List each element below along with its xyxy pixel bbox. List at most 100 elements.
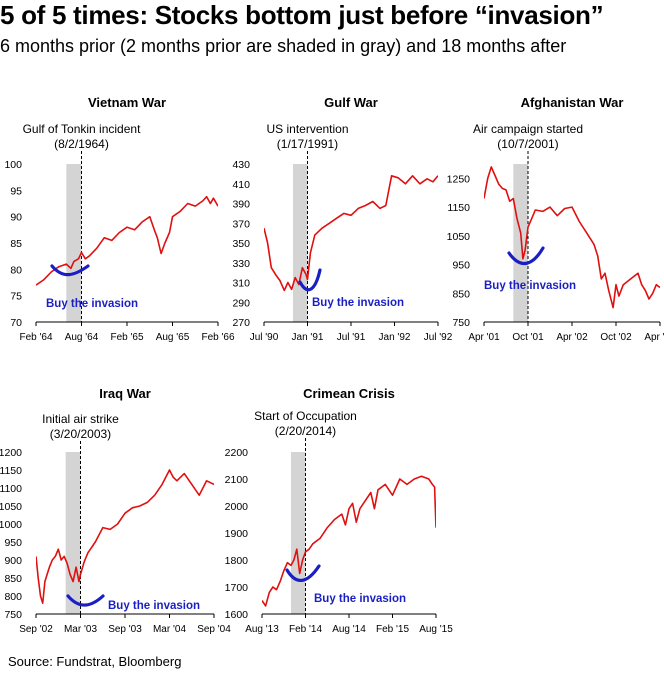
- charts-canvas: Vietnam War Gulf of Tonkin incident(8/2/1…: [0, 95, 664, 635]
- chart-5-price-line: [262, 475, 436, 607]
- chart-4-y-tick-label: 850: [4, 573, 22, 585]
- chart-5-event-annotation: Start of Occupation: [254, 409, 357, 423]
- chart-5-x-tick-label: Aug '13: [245, 624, 279, 635]
- chart-1-y-tick-label: 100: [4, 159, 22, 171]
- chart-2-y-tick-label: 430: [232, 159, 250, 171]
- chart-2-x-tick-label: Jan '92: [379, 332, 411, 343]
- chart-2-y-tick-label: 410: [232, 179, 250, 191]
- chart-4-x-tick-label: Sep '04: [197, 624, 231, 635]
- chart-4-y-tick-label: 900: [4, 555, 22, 567]
- chart-5-shade-region: [291, 452, 306, 614]
- chart-4-y-tick-label: 1100: [0, 483, 22, 495]
- chart-1-title: Vietnam War: [88, 95, 166, 110]
- chart-5-y-tick-label: 2000: [225, 501, 249, 513]
- chart-2-event-annotation: US intervention: [266, 122, 348, 136]
- chart-5-x-tick-label: Aug '14: [332, 624, 366, 635]
- chart-4-x-tick-label: Mar '03: [64, 624, 97, 635]
- chart-4-x-tick-label: Mar '04: [153, 624, 186, 635]
- chart-3-y-tick-label: 1050: [447, 231, 471, 243]
- chart-1-x-tick-label: Aug '65: [156, 332, 190, 343]
- chart-1-y-tick-label: 75: [10, 291, 22, 303]
- chart-4-price-line: [36, 469, 214, 605]
- chart-1-event-annotation: Gulf of Tonkin incident: [23, 122, 142, 136]
- chart-2-x-tick-label: Jan '91: [292, 332, 324, 343]
- chart-3-x-tick-label: Oct '02: [600, 332, 632, 343]
- chart-3-x-tick-label: Apr '01: [468, 332, 500, 343]
- chart-5-y-tick-label: 1900: [225, 528, 249, 540]
- chart-1-event-annotation: (8/2/1964): [54, 137, 109, 151]
- page-subtitle: 6 months prior (2 months prior are shade…: [0, 36, 567, 56]
- chart-5-y-tick-label: 2100: [225, 474, 249, 486]
- chart-1-y-tick-label: 80: [10, 264, 22, 276]
- chart-3-x-tick-label: Apr '03: [644, 332, 664, 343]
- chart-2-y-tick-label: 270: [232, 317, 250, 329]
- chart-1-buy-label: Buy the invasion: [46, 298, 138, 310]
- chart-5-x-tick-label: Aug '15: [419, 624, 453, 635]
- chart-4-y-tick-label: 1150: [0, 465, 22, 477]
- chart-4-y-tick-label: 1200: [0, 447, 22, 459]
- chart-4-y-tick-label: 750: [4, 609, 22, 621]
- chart-4-x-tick-label: Sep '02: [19, 624, 53, 635]
- chart-5-y-tick-label: 2200: [225, 447, 249, 459]
- chart-4-buy-marker: [66, 594, 105, 607]
- chart-5-y-tick-label: 1800: [225, 555, 249, 567]
- chart-3-buy-marker: [507, 246, 545, 265]
- chart-3-y-tick-label: 950: [452, 260, 470, 272]
- chart-2-buy-marker: [298, 268, 322, 292]
- chart-5-buy-marker: [285, 564, 321, 582]
- chart-2-buy-label: Buy the invasion: [312, 297, 404, 309]
- chart-2-y-tick-label: 330: [232, 258, 250, 270]
- chart-3-x-tick-label: Apr '02: [556, 332, 588, 343]
- chart-2-y-tick-label: 310: [232, 278, 250, 290]
- chart-3-price-line: [484, 166, 660, 309]
- chart-4-title: Iraq War: [99, 386, 151, 401]
- chart-1-x-tick-label: Feb '66: [201, 332, 234, 343]
- chart-3-x-tick-label: Oct '01: [512, 332, 544, 343]
- chart-4-y-tick-label: 800: [4, 591, 22, 603]
- chart-5-title: Crimean Crisis: [303, 386, 395, 401]
- chart-4-y-tick-label: 1000: [0, 519, 22, 531]
- chart-5-x-tick-label: Feb '15: [376, 624, 409, 635]
- chart-2-x-tick-label: Jul '91: [337, 332, 366, 343]
- chart-2-y-tick-label: 350: [232, 238, 250, 250]
- chart-2-y-tick-label: 370: [232, 218, 250, 230]
- chart-2-y-tick-label: 290: [232, 297, 250, 309]
- chart-2-y-tick-label: 390: [232, 199, 250, 211]
- chart-3-y-tick-label: 750: [452, 317, 470, 329]
- chart-3-buy-label: Buy the invasion: [484, 280, 576, 292]
- chart-3-y-tick-label: 850: [452, 288, 470, 300]
- chart-1-y-tick-label: 90: [10, 212, 22, 224]
- chart-3-shade-region: [513, 164, 528, 322]
- source-note: Source: Fundstrat, Bloomberg: [8, 654, 182, 669]
- chart-1-y-tick-label: 95: [10, 185, 22, 197]
- chart-3-event-annotation: Air campaign started: [473, 122, 583, 136]
- chart-2-price-line: [264, 175, 438, 292]
- chart-3-title: Afghanistan War: [521, 95, 624, 110]
- chart-2-event-annotation: (1/17/1991): [277, 137, 338, 151]
- chart-5-x-tick-label: Feb '14: [289, 624, 322, 635]
- chart-5-buy-label: Buy the invasion: [314, 593, 406, 605]
- chart-1-x-tick-label: Feb '65: [110, 332, 143, 343]
- chart-5-y-tick-label: 1600: [225, 609, 249, 621]
- chart-2-x-tick-label: Jul '92: [424, 332, 453, 343]
- chart-4-y-tick-label: 950: [4, 537, 22, 549]
- chart-3-y-tick-label: 1250: [447, 173, 471, 185]
- chart-1-buy-marker: [50, 264, 90, 277]
- chart-2-title: Gulf War: [324, 95, 378, 110]
- chart-4-shade-region: [65, 452, 81, 614]
- chart-1-y-tick-label: 85: [10, 238, 22, 250]
- chart-4-buy-label: Buy the invasion: [108, 600, 200, 612]
- chart-4-x-tick-label: Sep '03: [108, 624, 142, 635]
- chart-3-y-tick-label: 1150: [447, 202, 470, 214]
- chart-1-x-tick-label: Feb '64: [19, 332, 52, 343]
- chart-2-shade-region: [293, 164, 308, 322]
- chart-1-x-tick-label: Aug '64: [65, 332, 99, 343]
- page-title: 5 of 5 times: Stocks bottom just before …: [0, 0, 604, 30]
- chart-2-x-tick-label: Jul '90: [250, 332, 279, 343]
- chart-3-event-annotation: (10/7/2001): [497, 137, 558, 151]
- chart-4-event-annotation: (3/20/2003): [50, 427, 111, 441]
- chart-4-y-tick-label: 1050: [0, 501, 22, 513]
- chart-5-y-tick-label: 1700: [225, 582, 249, 594]
- chart-1-shade-region: [66, 164, 82, 322]
- chart-1-y-tick-label: 70: [10, 317, 22, 329]
